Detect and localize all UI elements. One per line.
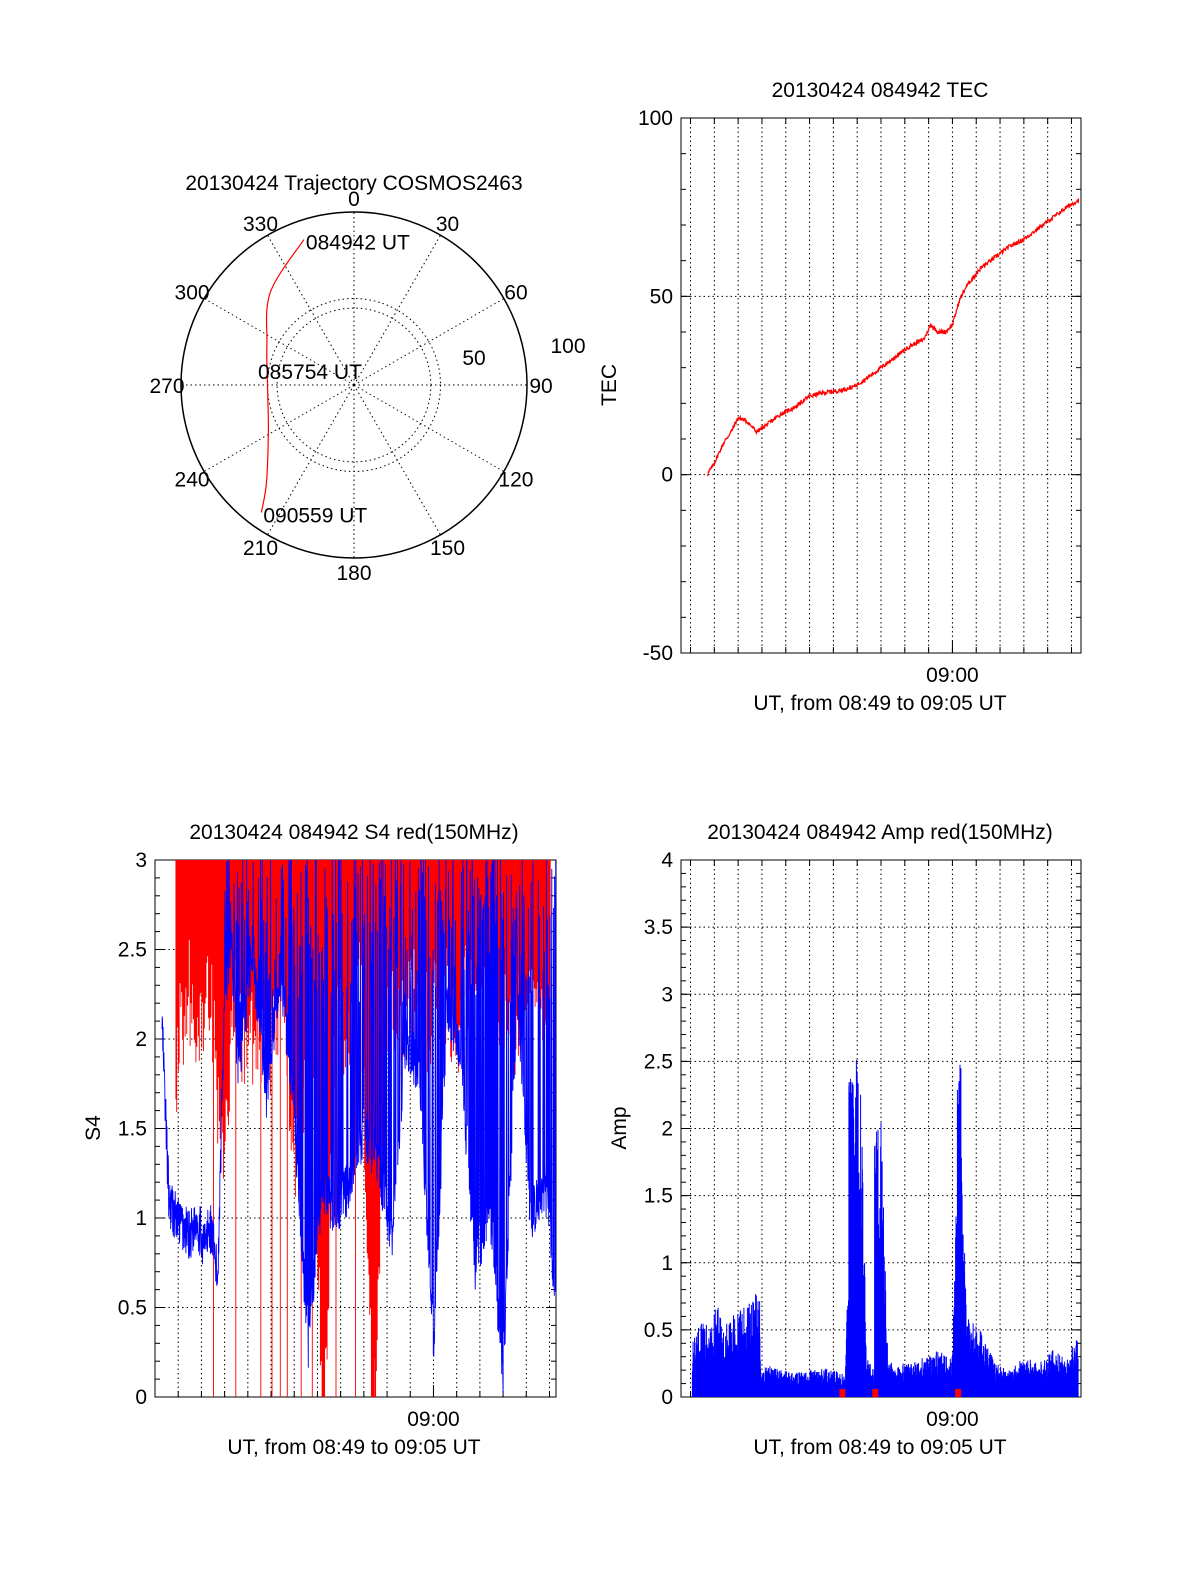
azimuth-label: 270 — [149, 375, 184, 398]
trajectory-annotations: 084942 UT 085754 UT 090559 UT — [258, 232, 410, 528]
amp-red-marker — [872, 1388, 879, 1397]
polar-spoke — [353, 384, 441, 536]
y-tick-label: 0 — [661, 464, 673, 487]
y-tick-label: 0 — [661, 1386, 673, 1409]
y-tick-label: 1 — [135, 1207, 147, 1230]
tec-title: 20130424 084942 TEC — [772, 79, 989, 102]
s4-title: 20130424 084942 S4 red(150MHz) — [189, 821, 518, 844]
polar-grid — [180, 211, 528, 559]
amp-xlabel: UT, from 08:49 to 09:05 UT — [753, 1436, 1006, 1459]
y-tick-label: 1.5 — [118, 1118, 147, 1141]
y-tick-label: 3 — [135, 849, 147, 872]
amp-title: 20130424 084942 Amp red(150MHz) — [707, 821, 1053, 844]
y-tick-label: 2.5 — [118, 939, 147, 962]
s4-blue-series — [161, 860, 556, 1395]
amp-panel: 20130424 084942 Amp red(150MHz) 0 0.5 1 1.5… — [608, 821, 1082, 1459]
x-tick-label: 09:00 — [926, 1408, 979, 1431]
tec-panel: 20130424 084942 TEC -50 0 50 100 09:00 TEC U… — [598, 79, 1082, 715]
tec-axes: -50 0 50 100 09:00 — [638, 107, 1082, 687]
polar-spoke — [353, 298, 505, 386]
radius-label: 50 — [462, 347, 485, 370]
y-tick-label: 50 — [650, 285, 673, 308]
y-tick-label: -50 — [643, 642, 673, 665]
tec-xlabel: UT, from 08:49 to 09:05 UT — [753, 692, 1006, 715]
polar-outer-circle — [180, 211, 528, 559]
trajectory-panel: 20130424 Trajectory COSMOS2463 0 30 60 90 12… — [149, 172, 585, 585]
polar-spoke — [353, 384, 505, 472]
y-tick-label: 0.5 — [118, 1297, 147, 1320]
y-tick-label: 1.5 — [644, 1185, 673, 1208]
trajectory-annotation: 090559 UT — [263, 505, 367, 528]
trajectory-line — [260, 239, 305, 513]
azimuth-label: 150 — [430, 537, 465, 560]
y-tick-label: 3 — [661, 983, 673, 1006]
radius-label: 100 — [550, 335, 585, 358]
amp-ylabel: Amp — [608, 1106, 631, 1149]
azimuth-label: 0 — [348, 188, 360, 211]
y-tick-label: 2 — [135, 1028, 147, 1051]
y-tick-label: 100 — [638, 107, 673, 130]
y-tick-label: 2 — [661, 1118, 673, 1141]
trajectory-annotation: 085754 UT — [258, 361, 362, 384]
azimuth-label: 180 — [336, 562, 371, 585]
y-tick-label: 3.5 — [644, 916, 673, 939]
amp-axes: 0 0.5 1 1.5 2 2.5 3 3.5 4 09:00 — [644, 849, 1082, 1431]
y-tick-label: 0.5 — [644, 1319, 673, 1342]
polar-spoke — [353, 234, 441, 386]
polar-spoke — [203, 298, 355, 386]
s4-ylabel: S4 — [82, 1115, 105, 1141]
azimuth-label: 300 — [175, 282, 210, 305]
amp-red-marker — [955, 1388, 962, 1397]
y-tick-label: 4 — [661, 849, 673, 872]
x-tick-label: 09:00 — [926, 664, 979, 687]
polar-spoke — [267, 234, 355, 386]
x-tick-label: 09:00 — [407, 1408, 460, 1431]
azimuth-label: 120 — [498, 469, 533, 492]
amp-blue-trace — [691, 1059, 1079, 1397]
amp-red-series — [839, 1388, 962, 1397]
plot-frame — [680, 117, 1082, 654]
amp-blue-series — [691, 1059, 1079, 1397]
trajectory-annotation: 084942 UT — [306, 232, 410, 255]
s4-xlabel: UT, from 08:49 to 09:05 UT — [227, 1436, 480, 1459]
y-tick-label: 0 — [135, 1386, 147, 1409]
azimuth-label: 30 — [436, 213, 459, 236]
polar-spoke — [267, 384, 355, 536]
tec-series-line — [706, 198, 1080, 477]
azimuth-label: 60 — [504, 282, 527, 305]
polar-azimuth-labels: 0 30 60 90 120 150 180 210 240 270 300 330 — [149, 188, 552, 585]
y-tick-label: 1 — [661, 1252, 673, 1275]
azimuth-label: 330 — [243, 213, 278, 236]
polar-spoke — [203, 384, 355, 472]
tec-ylabel: TEC — [598, 364, 621, 406]
trajectory-title: 20130424 Trajectory COSMOS2463 — [185, 172, 522, 195]
s4-panel: 20130424 084942 S4 red(150MHz) 0 0.5 1 1.5 2… — [82, 821, 557, 1459]
azimuth-label: 210 — [243, 537, 278, 560]
polar-radius-labels: 50 100 — [462, 335, 585, 370]
s4-blue-trace — [161, 860, 556, 1395]
azimuth-label: 90 — [529, 375, 552, 398]
azimuth-label: 240 — [175, 469, 210, 492]
y-tick-label: 2.5 — [644, 1050, 673, 1073]
amp-red-marker — [839, 1388, 846, 1397]
